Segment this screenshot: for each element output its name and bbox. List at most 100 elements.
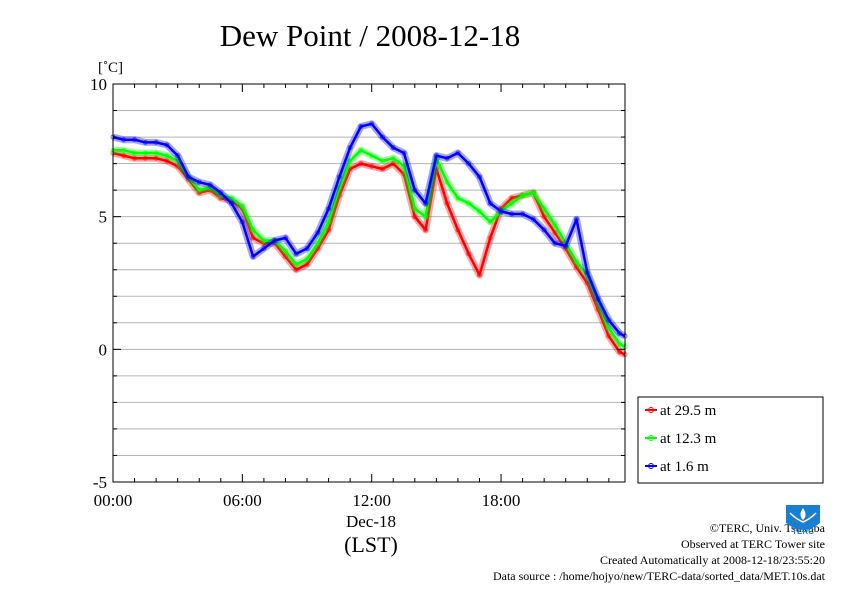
data-point [455, 150, 461, 156]
series-at-29-5-m [110, 149, 628, 358]
data-point [153, 139, 159, 145]
data-point [584, 269, 590, 275]
data-point [476, 174, 482, 180]
legend-marker [648, 463, 654, 469]
data-point [304, 246, 310, 252]
data-point [509, 195, 515, 201]
data-point [250, 227, 256, 233]
data-point [476, 272, 482, 278]
data-point [595, 296, 601, 302]
data-point [326, 219, 332, 225]
data-point [541, 227, 547, 233]
data-point [444, 200, 450, 206]
y-tick-label: 10 [90, 75, 107, 94]
data-point [132, 137, 138, 143]
data-point [573, 259, 579, 265]
data-point [509, 200, 515, 206]
data-point [164, 142, 170, 148]
data-point [379, 134, 385, 140]
data-point [412, 187, 418, 193]
data-point [476, 208, 482, 214]
legend-box [637, 396, 824, 484]
legend-marker [648, 435, 654, 441]
data-point [401, 150, 407, 156]
data-point [444, 179, 450, 185]
data-point [606, 333, 612, 339]
data-point [250, 253, 256, 259]
data-point [229, 195, 235, 201]
data-point [573, 216, 579, 222]
data-point [617, 349, 623, 355]
data-point [617, 330, 623, 336]
y-axis-unit: [˚C] [98, 60, 123, 76]
data-point [304, 256, 310, 262]
legend-marker [648, 407, 654, 413]
data-point [552, 222, 558, 228]
data-point [153, 150, 159, 156]
data-point [282, 235, 288, 241]
data-point [142, 155, 148, 161]
axes: 10 5 0 -500:00 06:00 12:00 18:00 [90, 75, 625, 510]
data-point [412, 214, 418, 220]
data-point [207, 182, 213, 188]
data-point [315, 246, 321, 252]
series-line [112, 151, 626, 356]
data-point [530, 190, 536, 196]
data-point [563, 243, 569, 249]
x-tick-label: 06:00 [223, 491, 262, 510]
data-point [132, 155, 138, 161]
series-line [113, 149, 626, 348]
data-point [304, 261, 310, 267]
data-point [444, 155, 450, 161]
data-point [239, 203, 245, 209]
legend-label: at 1.6 m [660, 459, 709, 475]
data-point [487, 200, 493, 206]
data-point [121, 147, 127, 153]
data-point [466, 161, 472, 167]
legend-label: at 12.3 m [660, 431, 717, 447]
data-point [530, 216, 536, 222]
data-point [293, 267, 299, 273]
y-tick-label: 5 [99, 208, 108, 227]
data-point [412, 206, 418, 212]
observed-text: Observed at TERC Tower site [680, 537, 825, 551]
x-tick-label: 12:00 [352, 491, 391, 510]
created-text: Created Automatically at 2008-12-18/23:5… [600, 553, 825, 567]
svg-text:TERC: TERC [792, 527, 814, 536]
data-point [164, 158, 170, 164]
data-point [552, 230, 558, 236]
data-point [239, 219, 245, 225]
data-point [293, 251, 299, 257]
x-tick-label: 00:00 [94, 491, 133, 510]
data-point [218, 190, 224, 196]
data-point [196, 179, 202, 185]
data-point [347, 145, 353, 151]
data-point [390, 155, 396, 161]
data-point [390, 145, 396, 151]
series-at-1-6-m [110, 120, 628, 340]
data-point [487, 235, 493, 241]
data-point [520, 192, 526, 198]
data-point [164, 153, 170, 159]
legend: at 29.5 m at 12.3 m at 1.6 m [637, 396, 824, 484]
data-point [315, 240, 321, 246]
data-point [185, 174, 191, 180]
data-point [423, 200, 429, 206]
data-point [401, 163, 407, 169]
y-tick-label: -5 [93, 473, 107, 492]
data-point [606, 325, 612, 331]
data-point [520, 211, 526, 217]
data-point [261, 246, 267, 252]
date-label: Dec-18 [346, 512, 396, 531]
data-point [498, 208, 504, 214]
legend-label: at 29.5 m [660, 403, 717, 419]
data-point [132, 150, 138, 156]
data-point [175, 163, 181, 169]
data-point [196, 187, 202, 193]
data-point [541, 214, 547, 220]
data-point [121, 137, 127, 143]
data-point [369, 121, 375, 127]
chart-title: Dew Point / 2008-12-18 [220, 18, 521, 53]
data-point [466, 200, 472, 206]
